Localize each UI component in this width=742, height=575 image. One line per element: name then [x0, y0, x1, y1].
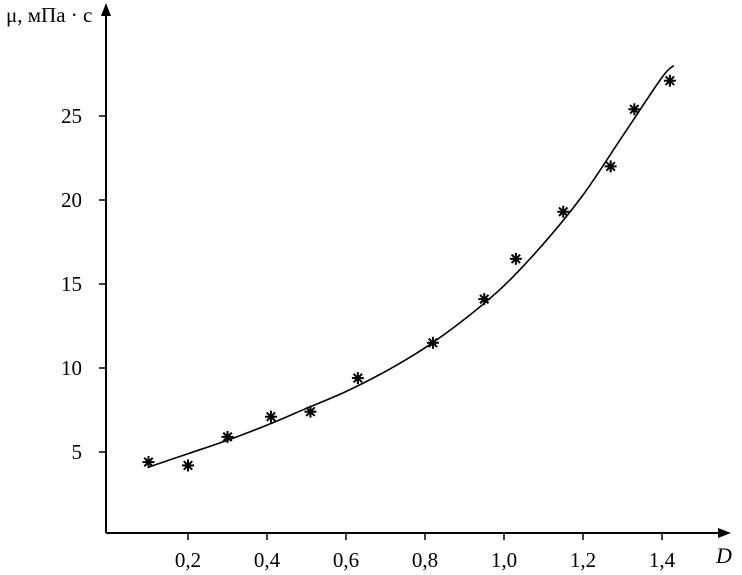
x-tick-label: 0,4 — [254, 548, 281, 572]
data-point-asterisk — [628, 103, 641, 116]
fit-curve — [148, 64, 675, 468]
x-tick-label: 1,0 — [491, 548, 517, 572]
data-point-asterisk — [221, 430, 234, 443]
y-tick-label: 10 — [61, 356, 82, 380]
data-point-asterisk — [304, 405, 317, 418]
data-point-asterisk — [182, 459, 194, 472]
data-point-asterisk — [663, 74, 676, 87]
data-point-asterisk — [557, 205, 570, 218]
x-axis-title: D — [715, 543, 732, 568]
x-tick-label: 0,2 — [175, 548, 201, 572]
data-point-asterisk — [509, 252, 522, 265]
data-point-asterisk — [351, 372, 364, 385]
x-tick-label: 0,6 — [333, 548, 359, 572]
y-axis-title: μ, мПа · с — [6, 3, 92, 27]
data-point-asterisk — [426, 336, 439, 349]
y-axis-arrow — [101, 3, 111, 16]
y-tick-label: 15 — [61, 272, 82, 296]
x-tick-label: 1,4 — [649, 548, 676, 572]
x-tick-label: 1,2 — [570, 548, 596, 572]
data-point-asterisk — [142, 456, 155, 469]
data-point-asterisk — [478, 293, 491, 306]
y-tick-label: 25 — [61, 104, 82, 128]
x-tick-label: 0,8 — [412, 548, 438, 572]
y-tick-label: 5 — [72, 440, 83, 464]
data-point-asterisk — [264, 410, 277, 423]
x-axis-arrow — [718, 528, 731, 538]
y-tick-label: 20 — [61, 188, 82, 212]
data-point-asterisk — [604, 160, 617, 173]
